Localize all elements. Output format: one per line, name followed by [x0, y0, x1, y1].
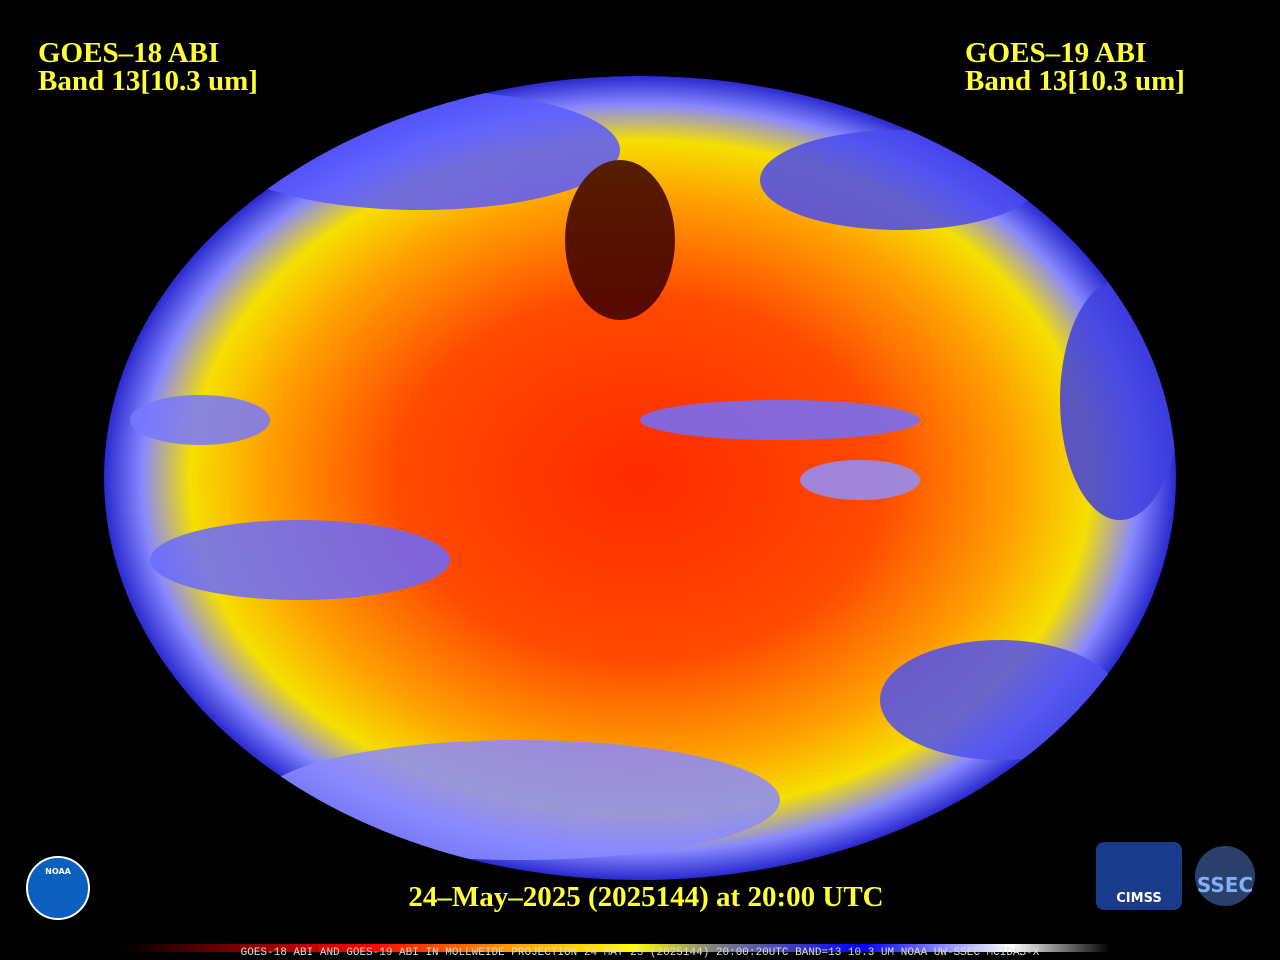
- noaa-logo: [26, 856, 90, 920]
- cimss-logo: [1096, 842, 1182, 910]
- left-title: GOES–18 ABI: [38, 37, 219, 69]
- timestamp: 24–May–2025 (2025144) at 20:00 UTC: [408, 881, 883, 913]
- ssec-label: SSEC: [1197, 873, 1253, 897]
- noaa-label: NOAA: [45, 867, 71, 876]
- caption: GOES-18 ABI AND GOES-19 ABI IN MOLLWEIDE…: [241, 947, 1040, 959]
- cimss-label: CIMSS: [1116, 891, 1161, 906]
- color-bar: [120, 944, 1110, 952]
- left-band: Band 13[10.3 um]: [38, 65, 258, 97]
- ssec-logo: [1195, 846, 1255, 906]
- right-title: GOES–19 ABI: [965, 37, 1146, 69]
- right-band: Band 13[10.3 um]: [965, 65, 1185, 97]
